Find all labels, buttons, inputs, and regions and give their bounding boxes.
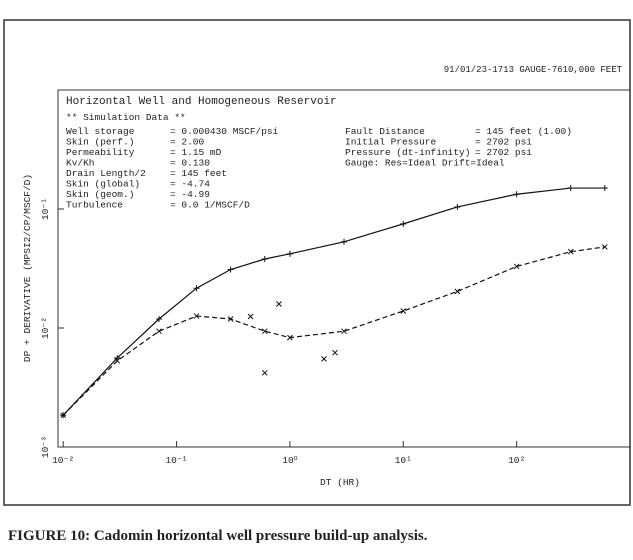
y-tick-label: 10⁻¹ xyxy=(40,198,51,220)
marker xyxy=(60,412,67,419)
marker xyxy=(341,238,347,245)
frame xyxy=(3,19,631,506)
marker xyxy=(114,354,121,361)
box-line: = 0.130 xyxy=(170,158,210,169)
marker xyxy=(400,220,407,227)
box-line: = 1.15 mD xyxy=(170,147,222,158)
marker xyxy=(400,308,407,314)
box-line: Skin (global) xyxy=(66,179,140,190)
box-line: = 2702 psi xyxy=(475,137,532,148)
box-line: = 2.00 xyxy=(170,137,205,148)
marker xyxy=(193,313,200,319)
marker xyxy=(454,288,461,295)
box-line: Permeability xyxy=(66,147,135,158)
marker xyxy=(247,313,254,320)
x-axis-label: DT (HR) xyxy=(320,477,360,488)
marker xyxy=(276,301,282,307)
box-line: = 0.0 1/MSCF/D xyxy=(170,200,250,211)
box-line: = -4.99 xyxy=(170,189,210,200)
box-line: = 2702 psi xyxy=(475,147,532,158)
marker xyxy=(513,263,520,270)
box-line: Fault Distance xyxy=(345,126,425,137)
x-tick-label: 10¹ xyxy=(395,455,412,466)
marker xyxy=(114,357,121,364)
box-line: Skin (geom.) xyxy=(66,189,134,200)
marker xyxy=(261,328,268,335)
marker xyxy=(341,328,347,335)
box-line: Drain Length/2 xyxy=(66,168,146,179)
box-line: = 145 feet xyxy=(170,168,227,179)
box-line: Turbulence xyxy=(66,200,123,211)
marker xyxy=(286,250,293,257)
marker xyxy=(567,185,574,192)
marker xyxy=(287,334,293,341)
series-line xyxy=(62,187,605,416)
y-tick-label: 10⁻³ xyxy=(40,436,51,458)
header: 91/01/23-1713 GAUGE-7610,000 FEET xyxy=(444,65,623,75)
marker xyxy=(155,316,162,323)
marker xyxy=(321,356,327,362)
x-tick-label: 10⁰ xyxy=(282,455,297,466)
x-tick-label: 10² xyxy=(508,455,525,466)
marker xyxy=(261,256,268,263)
marker xyxy=(332,349,338,356)
box-line: Skin (perf.) xyxy=(66,137,134,148)
box-title: Horizontal Well and Homogeneous Reservoi… xyxy=(66,96,337,108)
marker xyxy=(601,244,608,250)
box-line: = 145 feet (1.00) xyxy=(475,126,572,137)
box-line: Pressure (dt-infinity) xyxy=(345,147,470,158)
box-line: Well storage xyxy=(66,126,135,137)
plot-area xyxy=(57,89,631,448)
marker xyxy=(601,185,608,192)
box-subtitle: ** Simulation Data ** xyxy=(66,112,186,123)
marker xyxy=(261,369,268,376)
box-line: Gauge: Res=Ideal Drift=Ideal xyxy=(345,158,505,169)
marker xyxy=(227,266,234,273)
box-line: Initial Pressure xyxy=(345,137,437,148)
marker xyxy=(567,248,574,255)
y-axis-label: DP + DERIVATIVE (MPSI2/CP/MSCF/D) xyxy=(22,174,33,362)
series-line xyxy=(62,246,605,416)
marker xyxy=(513,191,520,198)
box-line: = 0.000430 MSCF/psi xyxy=(170,126,279,137)
marker xyxy=(227,316,234,322)
y-tick-label: 10⁻² xyxy=(40,317,51,339)
box-line: = -4.74 xyxy=(170,179,210,190)
box-line: Kv/Kh xyxy=(66,158,95,169)
marker xyxy=(193,285,200,292)
x-tick-label: 10⁻² xyxy=(52,455,74,466)
x-tick-label: 10⁻¹ xyxy=(165,455,187,466)
marker xyxy=(156,328,162,335)
caption: FIGURE 10: Cadomin horizontal well press… xyxy=(8,528,428,544)
marker xyxy=(454,203,461,210)
